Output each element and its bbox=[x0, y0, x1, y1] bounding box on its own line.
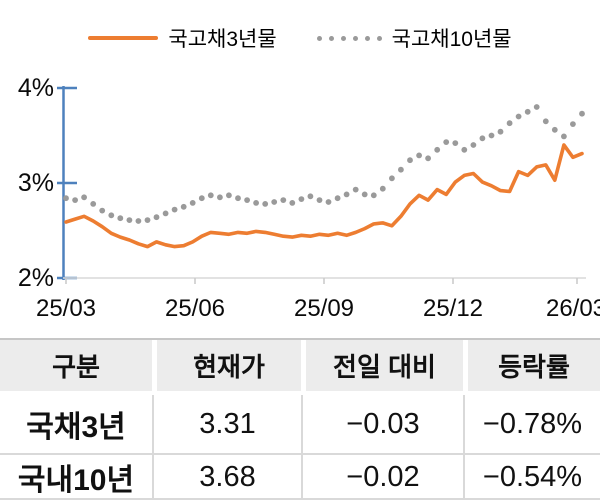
row-rate-3y: −0.78% bbox=[463, 395, 600, 453]
x-axis-ticks bbox=[65, 278, 578, 284]
row-rate-10y: −0.54% bbox=[463, 455, 600, 499]
table-row: 국채3년 3.31 −0.03 −0.78% bbox=[0, 395, 600, 455]
y-tick-label-3: 3% bbox=[17, 169, 54, 197]
bond-summary-table: 구분 현재가 전일 대비 등락률 국채3년 3.31 −0.03 −0.78% … bbox=[0, 338, 600, 504]
legend-dots-swatch-icon bbox=[316, 35, 382, 41]
x-tick-label-2603: 26/03 bbox=[545, 295, 600, 322]
y-tick-label-4: 4% bbox=[17, 74, 54, 102]
row-price-3y: 3.31 bbox=[152, 395, 301, 453]
bond-yield-chart bbox=[57, 86, 586, 284]
series-10y-dots bbox=[63, 104, 585, 224]
header-cell-rate: 등락률 bbox=[463, 340, 600, 391]
legend-label-3y: 국고채3년물 bbox=[168, 28, 277, 51]
table-row: 국내10년 3.68 −0.02 −0.54% bbox=[0, 455, 600, 500]
chart-legend: 국고채3년물 국고채10년물 bbox=[0, 22, 600, 54]
x-tick-label-2506: 25/06 bbox=[164, 295, 226, 322]
x-tick-label-2503: 25/03 bbox=[35, 295, 97, 322]
header-cell-category: 구분 bbox=[0, 340, 152, 391]
x-tick-label-2512: 25/12 bbox=[422, 295, 484, 322]
table-top-border bbox=[0, 338, 600, 340]
row-label-10y: 국내10년 bbox=[17, 464, 135, 497]
header-cell-price: 현재가 bbox=[152, 340, 301, 391]
legend-item-3y: 국고채3년물 bbox=[88, 23, 277, 53]
row-change-10y: −0.02 bbox=[301, 455, 463, 499]
row-price-10y: 3.68 bbox=[152, 455, 301, 499]
x-tick-label-2509: 25/09 bbox=[293, 295, 355, 322]
legend-item-10y: 국고채10년물 bbox=[316, 23, 512, 53]
y-axis-ticks bbox=[57, 86, 77, 280]
header-cell-change: 전일 대비 bbox=[301, 340, 463, 391]
table-header-row: 구분 현재가 전일 대비 등락률 bbox=[0, 340, 600, 391]
row-label-3y: 국채3년 bbox=[26, 411, 126, 444]
y-tick-label-2: 2% bbox=[17, 264, 54, 292]
row-change-3y: −0.03 bbox=[301, 395, 463, 453]
series-3y-line bbox=[64, 143, 584, 249]
legend-label-10y: 국고채10년물 bbox=[391, 28, 512, 51]
legend-line-swatch-icon bbox=[88, 36, 159, 40]
